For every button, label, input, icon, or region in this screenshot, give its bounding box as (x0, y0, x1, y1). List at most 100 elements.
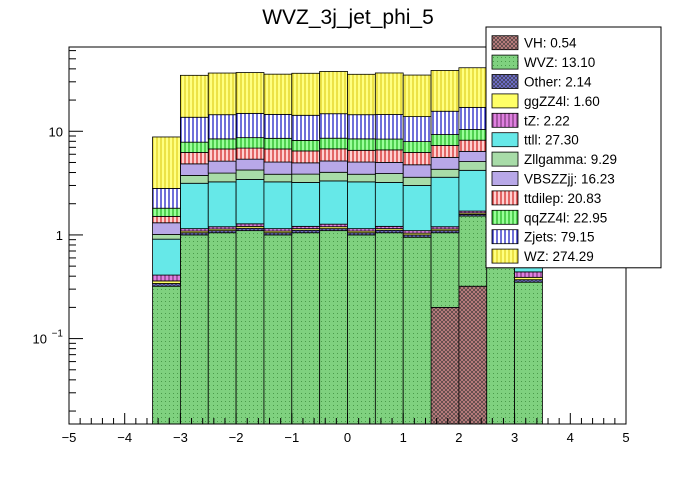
bar-WZ-11 (458, 67, 488, 108)
legend-swatch (491, 132, 519, 148)
x-tick-label: 0 (344, 430, 351, 445)
bar-Zllgamma-11 (458, 161, 488, 171)
bar-qqZZ4l-3 (235, 137, 265, 149)
legend-label: Other: 2.14 (524, 75, 592, 90)
bar-Zllgamma-5 (291, 173, 321, 183)
legend-entry-ttll: ttll: 27.30 (491, 132, 579, 148)
x-tick-label: 3 (511, 430, 518, 445)
bar-Zllgamma-0 (152, 234, 181, 240)
y-tick-exponent: −1 (52, 329, 64, 340)
bar-WZ-5 (291, 72, 321, 116)
legend-entry-ttdilep: ttdilep: 20.83 (491, 190, 601, 206)
bar-ttdilep-11 (458, 139, 488, 152)
legend-swatch (491, 112, 519, 128)
bar-Zjets-0 (152, 188, 181, 209)
bar-VBSZZjj-2 (207, 160, 237, 174)
bar-qqZZ4l-1 (179, 141, 209, 153)
bar-Zllgamma-3 (235, 169, 265, 180)
bar-qqZZ4l-7 (347, 138, 376, 151)
legend-label: VBSZZjj: 16.23 (524, 172, 615, 187)
bar-Other-0 (152, 283, 181, 287)
bar-qqZZ4l-8 (374, 138, 404, 151)
bar-Zjets-2 (207, 114, 237, 140)
legend: VH: 0.54 WVZ: 13.10 Other: 2.14 ggZZ4l: 1.6… (485, 26, 662, 269)
legend-entry-tZ: tZ: 2.22 (491, 112, 570, 128)
bar-Zjets-5 (291, 114, 321, 141)
bar-qqZZ4l-11 (458, 129, 488, 141)
legend-label: qqZZ4l: 22.95 (524, 210, 607, 225)
bar-WZ-4 (263, 73, 293, 115)
bar-tZ-0 (152, 274, 181, 282)
legend-entry-VH: VH: 0.54 (491, 35, 577, 51)
bar-qqZZ4l-9 (402, 141, 432, 153)
bar-Zjets-1 (179, 116, 209, 143)
bar-ttdilep-7 (347, 149, 376, 163)
bar-Zjets-9 (402, 116, 432, 142)
bar-WVZ-4 (263, 234, 293, 425)
bar-WVZ-11 (458, 215, 488, 287)
bar-ttll-6 (319, 180, 348, 225)
y-tick-label: 1 (56, 228, 63, 243)
x-tick-label: −1 (284, 430, 299, 445)
bar-WVZ-6 (319, 230, 348, 425)
bar-qqZZ4l-4 (263, 137, 293, 150)
bar-Zjets-6 (319, 113, 348, 139)
bar-ttll-0 (152, 238, 181, 276)
x-tick-label: 2 (455, 430, 462, 445)
legend-label: ttdilep: 20.83 (524, 191, 601, 206)
bar-Zllgamma-4 (263, 173, 293, 183)
bar-WVZ-8 (374, 232, 404, 425)
legend-label: ttll: 27.30 (524, 133, 579, 148)
series-WVZ (152, 213, 543, 425)
bar-qqZZ4l-6 (319, 137, 348, 150)
bar-WVZ-2 (207, 232, 237, 425)
bar-Zllgamma-8 (374, 173, 404, 183)
bar-Zllgamma-7 (347, 173, 376, 183)
bar-Zllgamma-6 (319, 171, 348, 182)
bar-WZ-3 (235, 72, 265, 114)
bar-WVZ-9 (402, 236, 432, 425)
bar-VBSZZjj-5 (291, 162, 321, 175)
bar-VH-10 (430, 306, 460, 425)
bar-qqZZ4l-10 (430, 134, 460, 146)
legend-swatch (491, 93, 519, 109)
bar-ttll-5 (291, 182, 321, 227)
x-tick-label: 1 (400, 430, 407, 445)
bar-WZ-9 (402, 74, 432, 118)
bar-ttdilep-1 (179, 152, 209, 165)
legend-entry-Other: Other: 2.14 (491, 74, 592, 90)
bar-Zjets-10 (430, 110, 460, 135)
bar-Zllgamma-9 (402, 176, 432, 186)
bar-ttll-2 (207, 181, 237, 228)
legend-label: tZ: 2.22 (524, 113, 570, 128)
bar-WVZ-3 (235, 230, 265, 425)
bar-Zjets-8 (374, 114, 404, 140)
x-tick-label: −5 (62, 430, 77, 445)
legend-swatch (491, 35, 519, 51)
x-tick-label: −4 (117, 430, 132, 445)
legend-swatch (491, 74, 519, 89)
series-VH (430, 285, 488, 425)
bar-VBSZZjj-4 (263, 161, 293, 175)
legend-swatch (491, 229, 519, 245)
bar-qqZZ4l-2 (207, 138, 237, 150)
legend-swatch (491, 190, 519, 206)
bar-VBSZZjj-6 (319, 160, 348, 173)
bar-Zjets-7 (347, 114, 376, 140)
bar-WVZ-10 (430, 232, 460, 308)
x-tick-label: 4 (567, 430, 574, 445)
bar-WVZ-5 (291, 232, 321, 425)
bar-WZ-1 (179, 74, 209, 118)
bar-VBSZZjj-10 (430, 156, 460, 170)
bar-WVZ-13 (514, 281, 543, 425)
legend-entry-ggZZ4l: ggZZ4l: 1.60 (491, 93, 600, 109)
legend-label: WZ: 274.29 (524, 249, 594, 264)
bar-Zllgamma-10 (430, 168, 460, 178)
bar-qqZZ4l-5 (291, 140, 321, 152)
bar-VBSZZjj-8 (374, 161, 404, 174)
x-tick-label: 5 (622, 430, 629, 445)
bar-ttdilep-9 (402, 152, 432, 166)
bar-Zllgamma-2 (207, 172, 237, 183)
bar-VBSZZjj-11 (458, 150, 488, 162)
